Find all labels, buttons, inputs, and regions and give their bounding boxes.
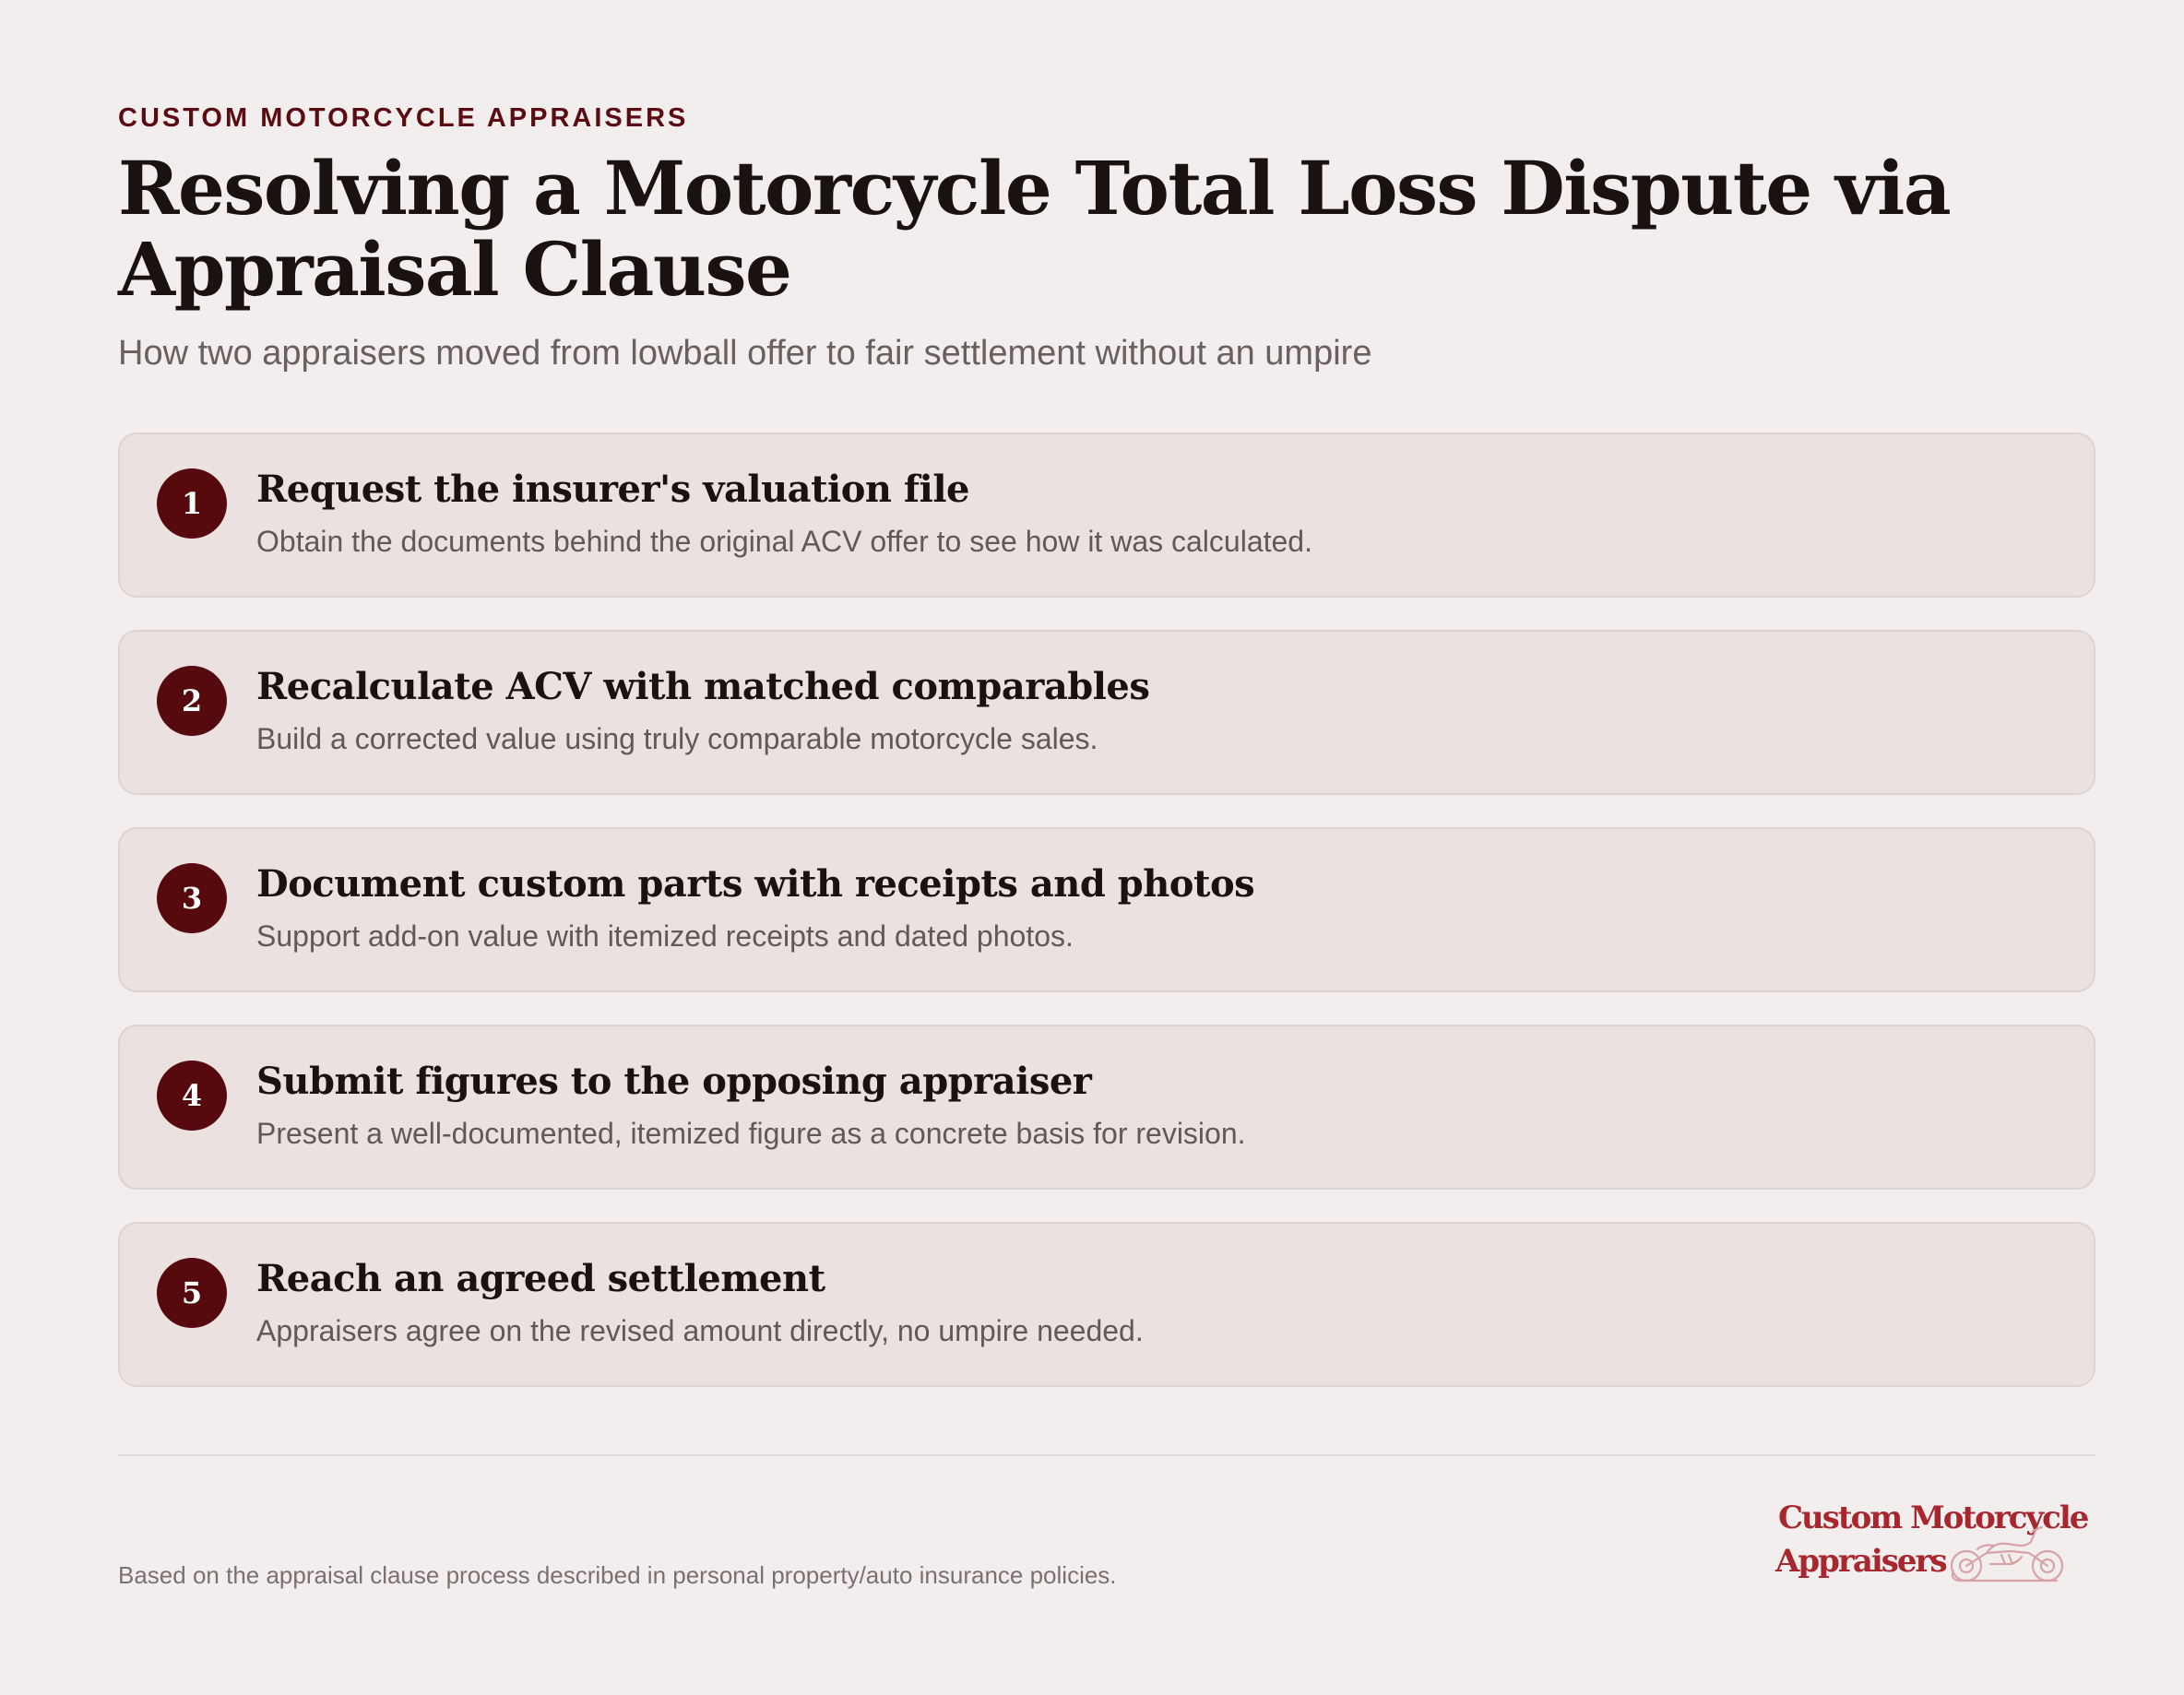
- logo-text-line2: Appraisers: [1775, 1543, 1946, 1580]
- step-title: Submit figures to the opposing appraiser: [256, 1060, 1091, 1103]
- source-footnote: Based on the appraisal clause process de…: [118, 1561, 1117, 1590]
- step-card: 5 Reach an agreed settlement Appraisers …: [118, 1222, 2095, 1387]
- step-description: Present a well-documented, itemized figu…: [256, 1117, 1246, 1151]
- step-description: Appraisers agree on the revised amount d…: [256, 1314, 1144, 1348]
- brand-logo: Custom Motorcycle Appraisers: [1775, 1496, 2071, 1588]
- step-title: Request the insurer's valuation file: [256, 468, 969, 511]
- page-subtitle: How two appraisers moved from lowball of…: [118, 334, 1371, 373]
- step-number-badge: 1: [157, 468, 227, 539]
- step-description: Build a corrected value using truly comp…: [256, 722, 1098, 756]
- step-card: 2 Recalculate ACV with matched comparabl…: [118, 630, 2095, 795]
- brand-eyebrow: CUSTOM MOTORCYCLE APPRAISERS: [118, 103, 688, 134]
- step-title: Document custom parts with receipts and …: [256, 862, 1254, 906]
- step-title: Reach an agreed settlement: [256, 1257, 825, 1300]
- step-number-badge: 2: [157, 666, 227, 736]
- step-list: 1 Request the insurer's valuation file O…: [118, 433, 2095, 1419]
- step-description: Obtain the documents behind the original…: [256, 525, 1312, 559]
- step-card: 1 Request the insurer's valuation file O…: [118, 433, 2095, 598]
- step-card: 4 Submit figures to the opposing apprais…: [118, 1025, 2095, 1190]
- step-card: 3 Document custom parts with receipts an…: [118, 827, 2095, 992]
- step-number-badge: 5: [157, 1258, 227, 1328]
- step-number-badge: 4: [157, 1061, 227, 1131]
- motorcycle-icon: [1946, 1522, 2070, 1584]
- page-title: Resolving a Motorcycle Total Loss Disput…: [118, 148, 2101, 310]
- footer-divider: [118, 1454, 2095, 1456]
- step-number-badge: 3: [157, 863, 227, 933]
- step-description: Support add-on value with itemized recei…: [256, 919, 1074, 954]
- step-title: Recalculate ACV with matched comparables: [256, 665, 1149, 708]
